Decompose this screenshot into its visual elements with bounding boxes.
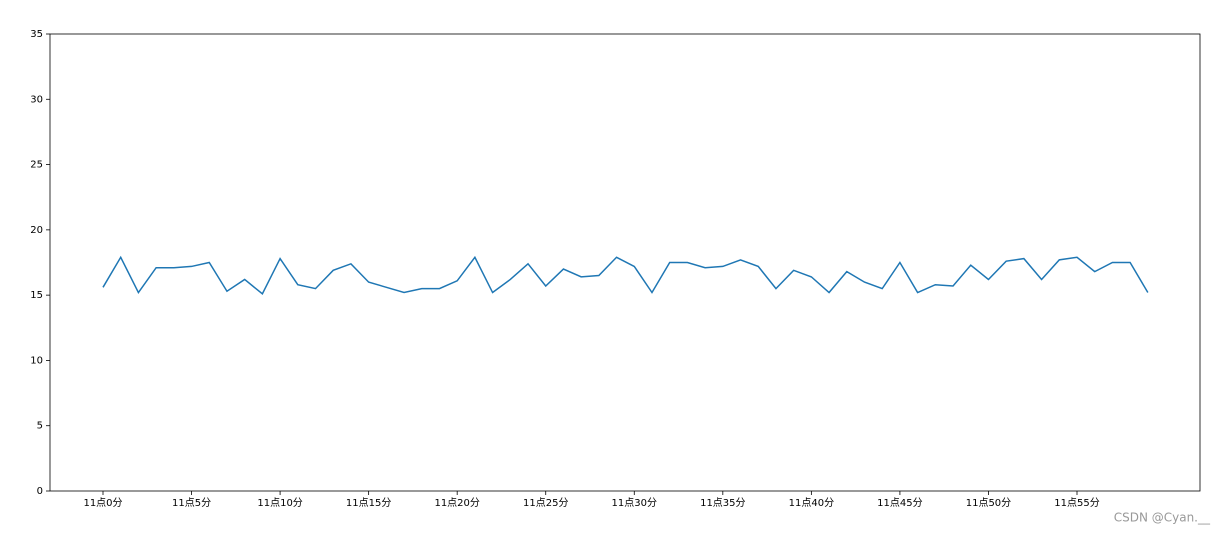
y-tick-label: 0 — [37, 486, 43, 497]
x-tick-label: 11点35分 — [700, 497, 745, 509]
y-tick-label: 35 — [30, 29, 43, 40]
plot-frame — [49, 33, 1201, 492]
watermark: CSDN @Cyan.__ — [1114, 511, 1211, 525]
x-tick-label: 11点20分 — [434, 497, 479, 509]
x-tick-label: 11点0分 — [83, 497, 122, 509]
y-tick-label: 20 — [30, 225, 43, 236]
y-tick-label: 10 — [30, 355, 43, 366]
x-tick-label: 11点40分 — [789, 497, 834, 509]
x-tick-label: 11点15分 — [346, 497, 391, 509]
x-tick-label: 11点50分 — [966, 497, 1011, 509]
x-tick-label: 11点55分 — [1054, 497, 1099, 509]
x-tick-label: 11点30分 — [612, 497, 657, 509]
y-tick-label: 30 — [30, 94, 43, 105]
y-tick-label: 5 — [37, 421, 43, 432]
x-tick-label: 11点5分 — [172, 497, 211, 509]
line — [102, 255, 1149, 296]
x-tick-label: 11点45分 — [877, 497, 922, 509]
y-tick-label: 15 — [30, 290, 43, 301]
x-tick-label: 11点10分 — [257, 497, 302, 509]
y-tick-label: 25 — [30, 160, 43, 171]
x-tick-label: 11点25分 — [523, 497, 568, 509]
